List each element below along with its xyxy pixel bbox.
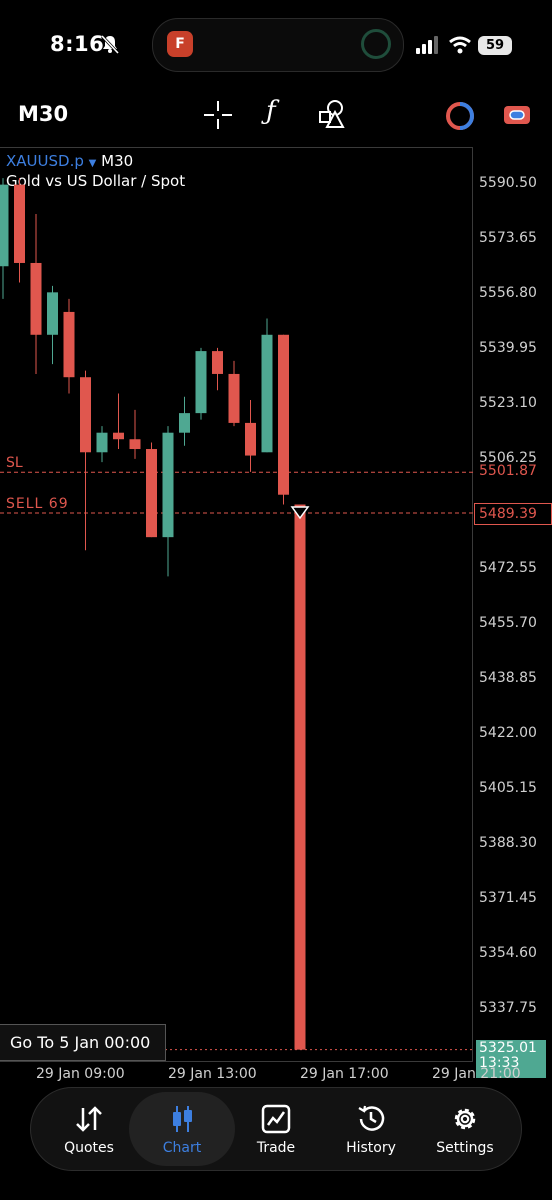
price-label: 5455.70 — [479, 615, 537, 631]
candlestick-icon — [173, 1106, 192, 1132]
candle-body — [30, 262, 42, 335]
candle-body — [47, 292, 58, 335]
sl-price-tag: 5501.87 — [479, 463, 537, 479]
tab-chart-label: Chart — [162, 1140, 202, 1156]
candle-body — [63, 311, 75, 378]
island-app-icon: F — [167, 31, 193, 57]
quotes-arrows-icon — [76, 1106, 102, 1132]
candlestick-chart[interactable] — [0, 148, 473, 1061]
price-label: 5472.55 — [479, 560, 537, 576]
candle-body — [96, 432, 108, 453]
wifi-icon — [449, 36, 471, 54]
bell-slash-icon — [100, 34, 120, 54]
candle-body — [146, 449, 157, 538]
time-label: 29 Jan 13:00 — [168, 1066, 257, 1082]
candle-body — [278, 334, 289, 495]
price-label: 5523.10 — [479, 395, 537, 411]
candle-body — [0, 184, 9, 267]
price-label: 5388.30 — [479, 835, 537, 851]
bar-timer: 13:33 — [479, 1055, 520, 1071]
symbol-dropdown-icon[interactable]: ▼ — [88, 158, 97, 169]
gear-icon — [454, 1108, 476, 1130]
one-click-trading-icon[interactable] — [446, 102, 474, 130]
active-tab-highlight — [129, 1092, 235, 1166]
tab-trade[interactable]: Trade — [228, 1088, 324, 1170]
trade-chart-icon — [261, 1104, 291, 1134]
order-price-tag: 5489.39 — [474, 503, 552, 525]
cellular-signal-icon — [416, 36, 438, 54]
chart-frame[interactable] — [0, 147, 473, 1062]
battery-indicator: 59 — [478, 36, 512, 55]
time-label: 29 Jan 17:00 — [300, 1066, 389, 1082]
candle-body — [113, 432, 124, 440]
candle-body — [294, 504, 306, 1050]
tab-quotes[interactable]: Quotes — [41, 1088, 137, 1170]
chart-symbol[interactable]: XAUUSD.p ▼ M30 — [6, 152, 133, 170]
crosshair-icon[interactable] — [204, 101, 232, 129]
history-clock-icon — [358, 1105, 385, 1131]
bottom-tab-bar: Quotes Chart Trade History Settings — [30, 1087, 522, 1171]
price-label: 5556.80 — [479, 285, 537, 301]
price-label: 5438.85 — [479, 670, 537, 686]
current-price-tag: 5325.01 13:33 — [476, 1040, 546, 1078]
price-label: 5354.60 — [479, 945, 537, 961]
candle-body — [80, 377, 91, 453]
tab-history[interactable]: History — [323, 1088, 419, 1170]
order-line-label[interactable]: SELL 69 — [6, 496, 69, 512]
price-label: 5539.95 — [479, 340, 537, 356]
symbol-name: XAUUSD.p — [6, 152, 84, 170]
timeframe-selector[interactable]: M30 — [18, 102, 69, 126]
time-label: 29 Jan 09:00 — [36, 1066, 125, 1082]
tab-chart[interactable]: Chart — [134, 1088, 230, 1170]
symbol-timeframe: M30 — [101, 152, 134, 170]
indicators-icon[interactable]: ƒ — [266, 96, 276, 126]
tab-trade-label: Trade — [256, 1140, 296, 1156]
candle-body — [228, 373, 240, 423]
goto-date-button[interactable]: Go To 5 Jan 00:00 — [0, 1024, 166, 1061]
candle-body — [261, 334, 273, 453]
island-activity-ring — [361, 29, 391, 59]
price-label: 5371.45 — [479, 890, 537, 906]
status-time: 8:16 — [50, 32, 105, 56]
time-label: 29 Jan 21:00 — [432, 1066, 521, 1082]
tab-quotes-label: Quotes — [64, 1140, 114, 1156]
sl-line-label[interactable]: SL — [6, 455, 23, 471]
price-label: 5573.65 — [479, 230, 537, 246]
candle-body — [212, 351, 223, 374]
tab-settings-label: Settings — [436, 1140, 494, 1156]
symbol-description: Gold vs US Dollar / Spot — [6, 172, 186, 190]
candle-body — [245, 422, 256, 456]
dynamic-island: F — [152, 18, 404, 72]
price-label: 5590.50 — [479, 175, 537, 191]
candle-body — [162, 432, 174, 538]
price-label: 5422.00 — [479, 725, 537, 741]
price-label: 5337.75 — [479, 1000, 537, 1016]
candle-body — [179, 413, 190, 433]
price-label: 5405.15 — [479, 780, 537, 796]
candle-body — [14, 184, 25, 263]
account-switch-icon[interactable] — [502, 102, 532, 128]
candle-body — [129, 439, 141, 450]
current-price: 5325.01 — [479, 1040, 537, 1056]
tab-settings[interactable]: Settings — [417, 1088, 513, 1170]
objects-icon[interactable] — [318, 99, 348, 129]
candle-body — [195, 351, 207, 414]
tab-history-label: History — [346, 1140, 396, 1156]
sell-entry-arrow — [290, 506, 310, 520]
price-label: 5506.25 — [479, 450, 537, 466]
